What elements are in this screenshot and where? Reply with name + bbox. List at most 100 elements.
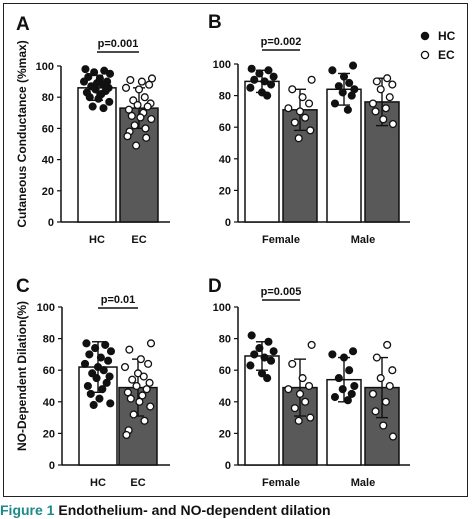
- x-tick-label-b-1: Male: [351, 234, 375, 246]
- data-point-c-hc-0-11: [105, 372, 114, 381]
- data-point-a-hc-0-19: [88, 102, 97, 111]
- legend-label-hc: HC: [438, 29, 456, 43]
- data-point-b-ec-1-4: [284, 104, 293, 113]
- x-tick-label-b-0: Female: [262, 234, 300, 246]
- data-point-d-ec-3-0: [383, 340, 392, 349]
- data-point-c-ec-1-16: [129, 410, 138, 419]
- data-point-d-hc-0-8: [257, 369, 267, 378]
- data-point-d-hc-2-0: [348, 347, 358, 356]
- data-point-d-ec-3-2: [388, 366, 397, 375]
- y-tick-label-c-60: 60: [43, 365, 55, 377]
- x-tick-label-d-0: Female: [262, 477, 300, 489]
- data-point-b-ec-1-1: [288, 85, 297, 94]
- y-tick-label-a-20: 20: [42, 186, 54, 198]
- data-point-d-hc-0-0: [247, 331, 256, 340]
- data-point-c-ec-1-12: [138, 391, 147, 400]
- data-point-b-ec-3-4: [385, 93, 394, 102]
- data-point-d-hc-2-2: [339, 353, 349, 362]
- data-point-d-hc-0-6: [266, 356, 276, 365]
- data-point-b-ec-1-5: [295, 107, 305, 116]
- y-tick-label-d-20: 20: [219, 428, 231, 440]
- data-point-c-ec-1-11: [123, 388, 132, 397]
- data-point-b-ec-3-7: [371, 107, 380, 116]
- data-point-b-ec-3-6: [381, 104, 390, 113]
- data-point-a-ec-1-9: [133, 100, 142, 110]
- data-point-c-ec-1-0: [146, 339, 156, 348]
- bar-a-hc-0: [77, 87, 117, 223]
- data-point-a-ec-1-14: [136, 113, 145, 122]
- data-point-a-ec-1-3: [145, 80, 154, 89]
- y-tick-label-b-0: 0: [225, 217, 231, 229]
- data-point-d-ec-1-1: [288, 359, 297, 368]
- data-point-d-ec-3-8: [379, 421, 388, 430]
- y-axis-label-c: NO-Dependent Dilation(%): [15, 301, 29, 451]
- data-point-c-hc-0-13: [102, 378, 111, 387]
- y-tick-label-b-40: 40: [219, 154, 231, 166]
- y-tick-label-d-80: 80: [219, 334, 231, 346]
- caption-figure-number: Figure 1: [0, 502, 55, 518]
- data-point-d-ec-1-6: [301, 397, 310, 406]
- data-point-b-hc-0-9: [263, 91, 272, 100]
- data-point-b-hc-2-8: [330, 99, 340, 108]
- data-point-c-ec-1-2: [136, 355, 145, 364]
- data-point-d-hc-0-9: [263, 374, 272, 383]
- sig-label-b-0: p=0.002: [261, 36, 302, 48]
- data-point-b-ec-1-2: [298, 93, 307, 102]
- data-point-d-ec-1-8: [306, 413, 315, 422]
- figure-frame: [3, 3, 468, 497]
- data-point-a-ec-1-13: [127, 111, 136, 120]
- data-point-d-hc-2-1: [328, 350, 337, 359]
- data-point-b-ec-1-7: [290, 118, 299, 127]
- data-point-a-ec-1-10: [143, 102, 152, 111]
- data-point-c-ec-1-6: [139, 372, 148, 381]
- sig-label-d-0: p=0.005: [261, 286, 302, 298]
- x-tick-label-a-1: EC: [131, 234, 146, 246]
- x-tick-label-a-0: HC: [89, 234, 105, 246]
- legend-marker-hc: [420, 31, 430, 41]
- data-point-c-hc-0-12: [92, 374, 101, 383]
- legend-label-ec: EC: [438, 48, 455, 62]
- data-point-b-ec-1-9: [294, 134, 303, 143]
- data-point-a-hc-0-17: [94, 94, 103, 103]
- data-point-a-ec-1-1: [126, 75, 135, 85]
- data-point-b-hc-2-1: [328, 66, 337, 75]
- data-point-c-hc-0-14: [83, 381, 92, 391]
- y-axis-label-a: Cutaneous Conductance (%max): [15, 40, 29, 227]
- y-tick-label-b-60: 60: [219, 122, 231, 134]
- data-point-b-hc-0-7: [246, 83, 255, 92]
- data-point-d-hc-2-8: [330, 393, 340, 402]
- data-point-d-ec-3-5: [368, 389, 378, 398]
- data-point-c-ec-1-13: [126, 394, 135, 403]
- data-point-d-hc-2-4: [334, 374, 343, 383]
- data-point-d-hc-2-3: [345, 366, 354, 375]
- data-point-a-ec-1-19: [123, 132, 132, 141]
- data-point-b-ec-1-6: [301, 113, 310, 122]
- data-point-a-ec-1-16: [130, 121, 139, 130]
- data-point-c-hc-0-16: [86, 389, 95, 398]
- data-point-b-hc-2-0: [348, 61, 358, 70]
- data-point-d-ec-1-5: [295, 389, 305, 398]
- data-point-b-hc-0-3: [269, 72, 278, 81]
- data-point-d-ec-1-7: [290, 404, 299, 413]
- bar-b-hc-2: [326, 88, 362, 223]
- y-tick-label-d-100: 100: [213, 302, 231, 314]
- data-point-a-hc-0-7: [79, 77, 89, 86]
- data-point-c-hc-0-2: [91, 344, 100, 353]
- bar-b-hc-0: [244, 80, 280, 223]
- panel-letter-a: A: [16, 14, 30, 35]
- data-point-a-ec-1-5: [134, 85, 144, 94]
- data-point-c-hc-0-0: [82, 339, 91, 348]
- data-point-a-ec-1-6: [140, 93, 149, 102]
- data-point-c-hc-0-18: [106, 399, 115, 408]
- data-point-a-hc-0-3: [105, 69, 115, 78]
- data-point-a-hc-0-18: [105, 97, 114, 106]
- data-point-a-ec-1-11: [124, 105, 133, 114]
- sig-label-c-0: p=0.01: [101, 294, 136, 306]
- data-point-c-hc-0-1: [101, 340, 110, 349]
- data-point-d-ec-3-3: [376, 374, 385, 383]
- data-point-b-hc-0-0: [247, 64, 256, 73]
- figure-caption: Figure 1 Endothelium- and NO-dependent d…: [0, 502, 474, 519]
- data-point-c-ec-1-3: [144, 359, 153, 368]
- data-point-d-hc-0-1: [264, 337, 273, 346]
- data-point-c-hc-0-4: [85, 350, 94, 359]
